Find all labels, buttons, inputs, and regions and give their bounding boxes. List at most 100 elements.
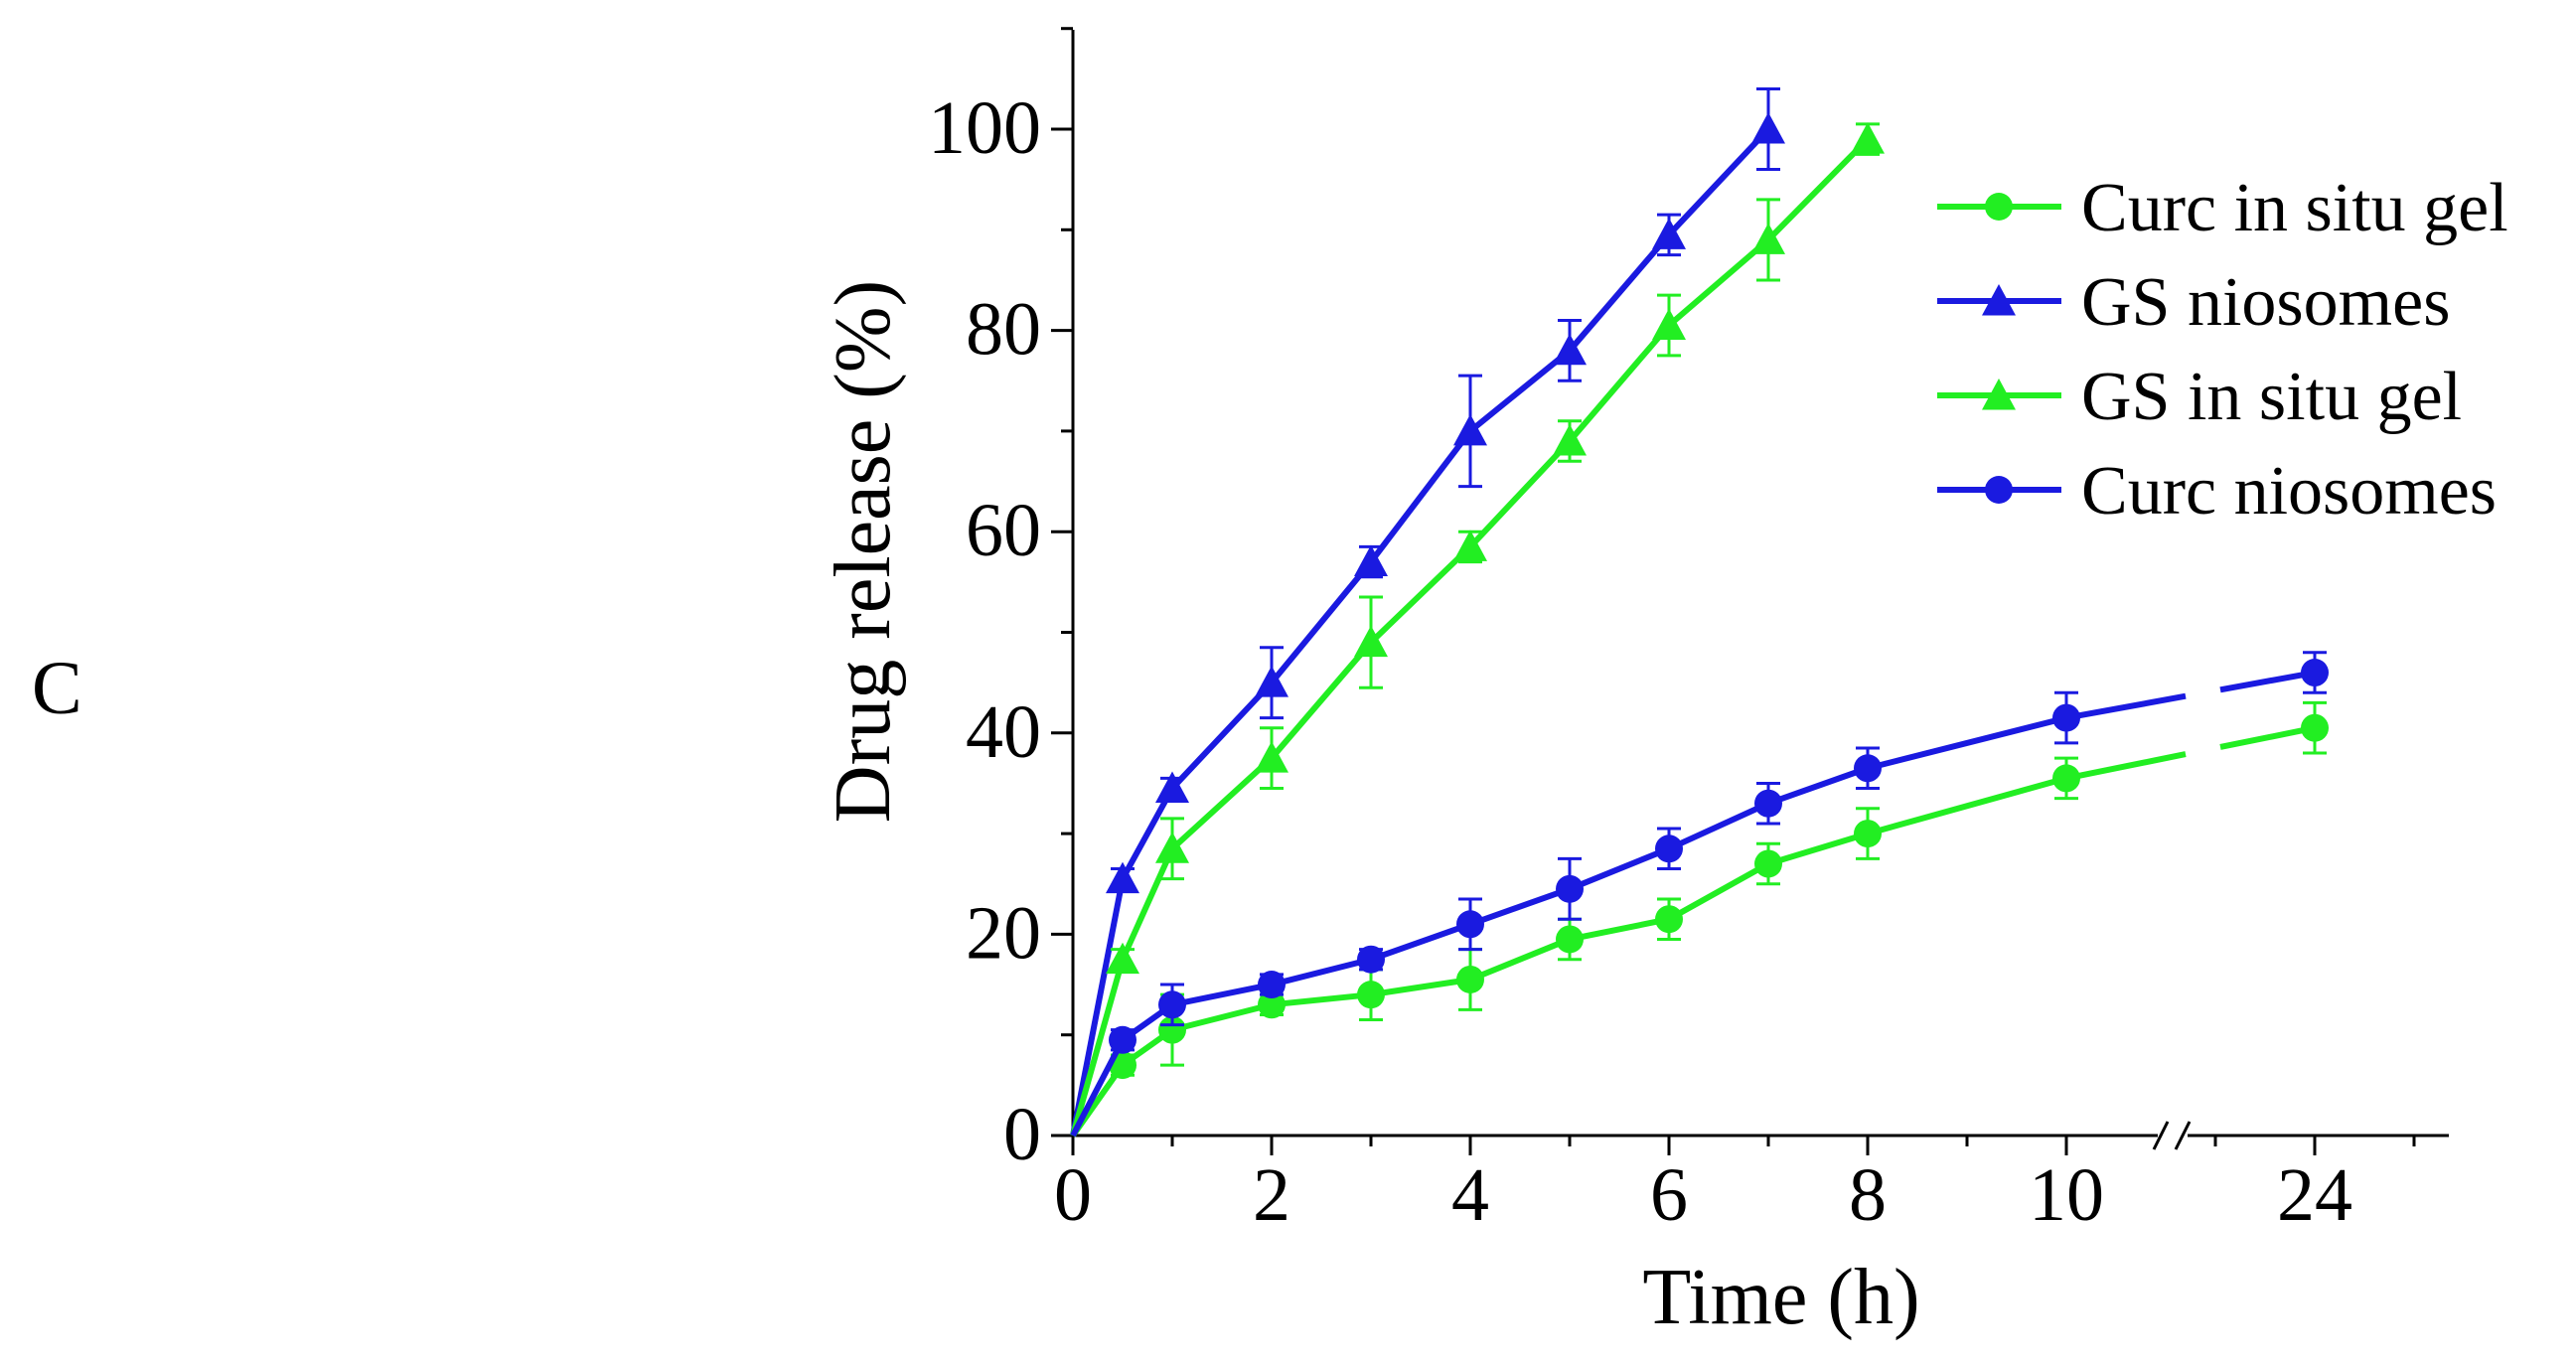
x-tick-label: 8	[1849, 1153, 1887, 1237]
series-line	[1767, 831, 1869, 867]
series-line	[1765, 137, 1871, 242]
series-line	[1169, 755, 1275, 851]
series-line	[2219, 724, 2316, 750]
series-gs-in-situ-gel	[1070, 122, 1885, 1137]
legend-item: Curc in situ gel	[1937, 170, 2508, 246]
data-point	[1754, 849, 1782, 878]
data-point	[1854, 754, 1882, 783]
series-line	[1368, 429, 1473, 564]
legend-item: Curc niosomes	[1937, 453, 2497, 530]
data-point	[1255, 741, 1288, 773]
legend: Curc in situ gel GS niosomes GS in situ ge…	[1937, 170, 2508, 530]
series-curc-niosomes	[1070, 651, 2329, 1138]
data-point	[1652, 308, 1686, 340]
data-point	[1453, 530, 1487, 561]
series-line	[1070, 1038, 1126, 1138]
series-line	[1070, 878, 1126, 1137]
data-point	[1258, 971, 1286, 999]
series-line	[1567, 232, 1672, 353]
series-line	[1467, 438, 1573, 549]
series-line	[1271, 991, 1372, 1008]
series-line	[1568, 845, 1671, 892]
legend-marker	[1982, 284, 2016, 316]
data-point	[1258, 990, 1286, 1019]
series-line	[1070, 958, 1126, 1137]
data-point	[2052, 764, 2080, 793]
x-tick-label: 2	[1253, 1153, 1290, 1237]
series-line	[1666, 126, 1771, 237]
y-tick-label: 20	[966, 891, 1041, 975]
y-axis-label: Drug release (%)	[820, 280, 907, 823]
data-point	[1655, 905, 1683, 934]
data-point	[1109, 1025, 1136, 1054]
series-line	[1271, 956, 1372, 987]
series-line	[1468, 936, 1572, 983]
x-tick-label: 10	[2029, 1153, 2104, 1237]
x-tick-label: 24	[2277, 1153, 2352, 1237]
data-point	[1155, 832, 1189, 863]
legend-marker	[1985, 193, 2013, 221]
series-line	[1667, 800, 1770, 852]
series-line	[2065, 751, 2187, 782]
panel-label: C	[32, 647, 82, 730]
legend-item: GS niosomes	[1937, 264, 2450, 341]
data-point	[2301, 659, 2329, 687]
series-gs-niosomes	[1070, 86, 1785, 1137]
legend-label: Curc in situ gel	[2081, 170, 2508, 246]
data-point	[1854, 820, 1882, 848]
data-point	[1354, 544, 1388, 577]
data-point	[1556, 925, 1584, 954]
data-point	[1354, 625, 1388, 658]
data-point	[1255, 666, 1288, 697]
series-line	[1370, 977, 1471, 998]
data-point	[1357, 981, 1385, 1009]
data-point	[1158, 990, 1186, 1019]
series-line	[1269, 559, 1374, 685]
data-point	[2301, 713, 2329, 742]
data-point	[1106, 942, 1139, 975]
legend-label: GS in situ gel	[2081, 359, 2462, 435]
y-tick-label: 40	[966, 690, 1041, 774]
y-tick-label: 60	[966, 489, 1041, 572]
series-line	[1867, 775, 2067, 836]
data-point	[1158, 1015, 1186, 1044]
series-line	[1766, 765, 1870, 807]
series-line	[1269, 640, 1374, 761]
data-point	[1751, 112, 1785, 144]
data-point	[1106, 861, 1139, 894]
x-tick-label: 4	[1451, 1153, 1489, 1237]
data-point	[1456, 910, 1484, 939]
series-line	[2065, 692, 2187, 721]
series-line	[1569, 916, 1670, 943]
legend-marker	[1985, 476, 2013, 504]
data-point	[1453, 413, 1487, 446]
series-line	[1468, 885, 1572, 928]
series-line	[1567, 323, 1672, 443]
x-axis-label: Time (h)	[1642, 1254, 1919, 1341]
data-point	[1751, 223, 1785, 254]
y-tick-label: 80	[966, 288, 1041, 372]
series-curc-in-situ-gel	[1070, 700, 2329, 1138]
y-tick-label: 100	[928, 86, 1041, 170]
data-point	[1851, 122, 1885, 154]
data-point	[1652, 218, 1686, 249]
data-point	[1357, 945, 1385, 974]
legend-label: GS niosomes	[2081, 264, 2450, 341]
data-point	[2052, 703, 2080, 732]
series-line	[1171, 1001, 1273, 1033]
data-point	[1655, 835, 1683, 863]
series-line	[1171, 982, 1273, 1008]
y-tick-label: 0	[1003, 1093, 1041, 1176]
legend-label: Curc niosomes	[2081, 453, 2497, 530]
x-tick-label: 0	[1054, 1153, 1092, 1237]
data-point	[1155, 771, 1189, 803]
series-line	[1120, 787, 1175, 881]
series-line	[1169, 681, 1275, 791]
axis-break-mark	[2174, 1121, 2192, 1150]
series-line	[1867, 714, 2067, 772]
series-layer	[1070, 86, 2329, 1138]
data-point	[1553, 424, 1587, 456]
series-line	[1369, 921, 1472, 963]
data-point	[1556, 874, 1584, 903]
series-line	[1468, 348, 1572, 434]
